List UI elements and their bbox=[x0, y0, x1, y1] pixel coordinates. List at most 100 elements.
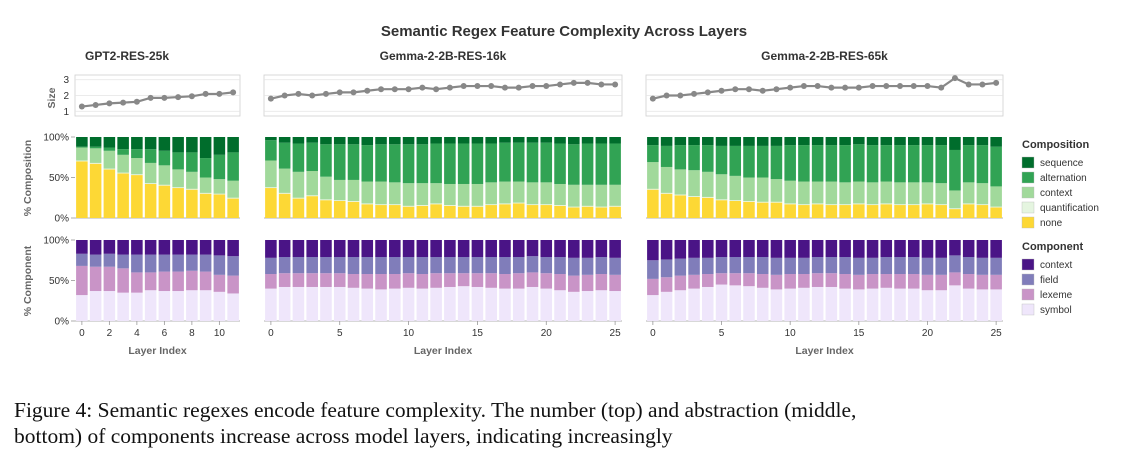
size-point bbox=[993, 79, 1000, 86]
component-bar-symbol bbox=[798, 287, 810, 321]
component-bar-symbol bbox=[306, 286, 318, 321]
composition-bar-sequence bbox=[839, 137, 851, 146]
composition-bar-alternation bbox=[227, 152, 239, 181]
composition-bar-sequence bbox=[158, 137, 171, 151]
component-bar-lexeme bbox=[278, 273, 291, 287]
composition-bar-context bbox=[333, 179, 346, 201]
composition-tick-label: 50% bbox=[49, 173, 69, 184]
composition-bar-quantification bbox=[674, 194, 687, 196]
size-point bbox=[295, 90, 302, 97]
composition-bar-none bbox=[660, 193, 673, 218]
component-bar-lexeme bbox=[990, 274, 1002, 290]
component-bar-field bbox=[89, 254, 102, 267]
component-bar-context bbox=[990, 240, 1002, 258]
composition-bar-context bbox=[609, 184, 621, 206]
panel-0: GPT2-RES-25k 1 2 3 0% 50% 100% 0% 50% 100% 0 2 4 6 8 10… bbox=[43, 49, 241, 357]
size-point bbox=[663, 92, 670, 99]
composition-bar-quantification bbox=[688, 196, 700, 197]
component-bar-context bbox=[839, 240, 851, 258]
composition-bar-alternation bbox=[853, 144, 865, 182]
composition-bar-alternation bbox=[866, 145, 879, 183]
size-point bbox=[378, 86, 385, 93]
component-bar-symbol bbox=[976, 289, 989, 321]
composition-bar-quantification bbox=[76, 160, 88, 162]
composition-bar-none bbox=[103, 169, 116, 218]
component-bar-context bbox=[962, 240, 975, 258]
component-bar-field bbox=[485, 257, 497, 274]
component-bar-symbol bbox=[866, 288, 879, 321]
size-point bbox=[718, 87, 725, 94]
size-axis-title: Size bbox=[46, 87, 58, 108]
composition-bar-sequence bbox=[457, 137, 470, 144]
composition-bar-none bbox=[866, 205, 879, 218]
composition-bar-none bbox=[158, 185, 171, 218]
component-bar-symbol bbox=[949, 285, 961, 321]
composition-bar-quantification bbox=[361, 203, 374, 205]
composition-bar-alternation bbox=[660, 145, 673, 167]
composition-bar-sequence bbox=[660, 137, 673, 146]
composition-bar-alternation bbox=[568, 144, 580, 185]
composition-bar-quantification bbox=[894, 204, 906, 206]
composition-bar-context bbox=[227, 180, 239, 198]
component-bar-symbol bbox=[375, 289, 387, 321]
composition-bar-none bbox=[770, 202, 783, 218]
composition-bar-quantification bbox=[798, 204, 810, 206]
size-point bbox=[704, 89, 711, 96]
composition-bar-alternation bbox=[798, 145, 810, 182]
size-point bbox=[322, 90, 329, 97]
x-tick-label: 4 bbox=[134, 328, 140, 339]
component-bar-field bbox=[894, 257, 906, 275]
composition-bar-context bbox=[962, 182, 975, 204]
component-bar-lexeme bbox=[729, 273, 742, 286]
composition-bar-sequence bbox=[131, 137, 143, 150]
component-bar-symbol bbox=[647, 295, 659, 321]
composition-bar-alternation bbox=[784, 145, 796, 181]
size-point bbox=[732, 86, 739, 93]
component-bar-lexeme bbox=[880, 274, 893, 288]
composition-axis-title: % Composition bbox=[22, 140, 34, 216]
component-bar-lexeme bbox=[485, 273, 497, 288]
component-bar-symbol bbox=[811, 286, 824, 321]
composition-bar-quantification bbox=[715, 199, 728, 201]
x-tick-label: 8 bbox=[189, 328, 195, 339]
component-bar-field bbox=[647, 260, 659, 279]
component-bar-lexeme bbox=[702, 274, 714, 287]
composition-bar-sequence bbox=[568, 137, 580, 145]
composition-bar-none bbox=[976, 205, 989, 218]
composition-bar-context bbox=[320, 176, 332, 200]
composition-bar-quantification bbox=[880, 203, 893, 205]
component-bar-symbol bbox=[674, 290, 687, 321]
component-bar-field bbox=[729, 257, 742, 274]
composition-bar-sequence bbox=[894, 137, 906, 146]
size-line bbox=[270, 81, 616, 100]
component-bar-lexeme bbox=[361, 274, 374, 289]
composition-bar-quantification bbox=[265, 187, 277, 189]
composition-bar-context bbox=[389, 182, 401, 205]
composition-bar-alternation bbox=[526, 142, 539, 183]
composition-bar-quantification bbox=[554, 205, 566, 206]
size-point bbox=[350, 89, 357, 96]
composition-bar-sequence bbox=[186, 137, 198, 153]
composition-bar-sequence bbox=[526, 137, 539, 143]
composition-bar-context bbox=[471, 183, 484, 206]
composition-bar-quantification bbox=[581, 205, 594, 207]
composition-bar-sequence bbox=[798, 137, 810, 146]
composition-bar-context bbox=[976, 183, 989, 205]
composition-bar-none bbox=[581, 206, 594, 218]
composition-bar-context bbox=[76, 147, 88, 161]
size-point bbox=[391, 86, 398, 93]
composition-bar-context bbox=[674, 169, 687, 195]
composition-bar-quantification bbox=[158, 184, 171, 186]
component-bar-lexeme bbox=[333, 273, 346, 287]
component-bar-symbol bbox=[131, 292, 143, 321]
component-bar-field bbox=[526, 256, 539, 273]
component-bar-symbol bbox=[702, 286, 714, 321]
x-axis-title: Layer Index bbox=[414, 345, 473, 357]
composition-bar-none bbox=[853, 204, 865, 218]
legend-label-alternation: alternation bbox=[1040, 173, 1087, 184]
component-bar-symbol bbox=[921, 290, 934, 321]
composition-bar-quantification bbox=[839, 204, 851, 206]
size-point bbox=[147, 94, 154, 101]
component-bar-context bbox=[117, 240, 129, 255]
composition-bar-sequence bbox=[306, 137, 318, 143]
